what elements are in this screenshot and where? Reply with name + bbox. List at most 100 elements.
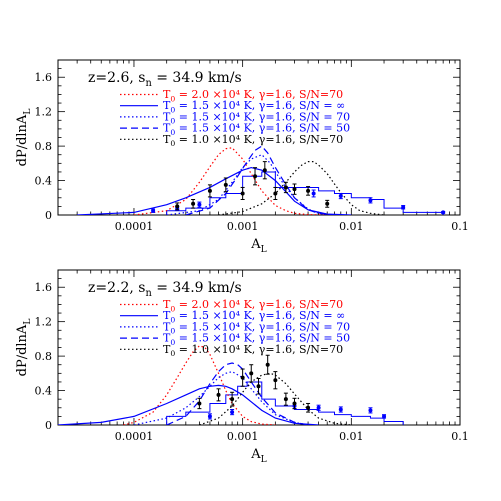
black-data-point [216,388,221,402]
black-data-point [240,186,245,200]
x-axis-label-main: A [250,237,261,252]
black-data-point [191,199,196,209]
legend-entry-3: T0 = 1.5 ×10⁴ K, γ=1.6, S/N = 70 [163,110,350,125]
black-data-point [256,378,261,395]
panel-title-main: z=2.2, s [88,280,145,296]
y-tick-label: 0.8 [35,140,53,153]
legend-entry-2-tail: = 1.5 ×10⁴ K, γ=1.6, S/N = ∞ [175,309,345,322]
blue-data-point-marker [338,407,343,412]
legend-entry-5-sub: 0 [170,349,175,358]
x-axis-label-sub: L [261,245,267,255]
legend-entry-5-main: T [163,343,171,356]
legend-entry-3-tail: = 1.5 ×10⁴ K, γ=1.6, S/N = 70 [175,320,350,333]
legend-entry-2-main: T [163,99,171,112]
y-tick-label: 0.4 [35,175,53,188]
black-data-point-marker [240,375,245,380]
black-data-point-marker [253,174,258,179]
legend-entry-4-tail: = 1.5 ×10⁴ K, γ=1.6, S/N = 50 [175,122,350,135]
legend-entry-1-sub: 0 [170,304,175,313]
black-data-point [283,392,288,406]
blue-data-point [368,197,373,204]
blue-data-point [368,407,373,414]
black-data-point-marker [306,405,311,410]
panel-2: 0.0001 0.001 0.01 0.100.40.81.21.6ALdP/dlnA… [15,269,469,465]
x-axis-label: AL [250,447,266,465]
legend-entry-2-sub: 0 [170,106,175,115]
series-line-4 [185,145,335,215]
legend-entry-1: T0 = 2.0 ×10⁴ K, γ=1.6, S/N=70 [163,88,343,103]
black-data-point-marker [262,168,267,173]
black-data-point-marker [283,397,288,402]
y-tick-label: 0 [45,419,52,432]
black-data-point-marker [223,182,228,187]
black-data-point [223,177,228,193]
blue-data-point [197,201,202,208]
blue-data-point-marker [401,205,406,210]
legend-entry-5-main: T [163,133,171,146]
series-line-5 [218,161,385,215]
y-ticks [58,59,460,216]
black-data-point [249,364,254,383]
blue-data-point [316,404,321,411]
y-axis-label-sub: L [23,319,33,325]
y-tick-label: 1.2 [35,316,53,329]
y-tick-label: 1.6 [35,71,53,84]
data-layer [77,145,446,215]
y-axis-label: dP/dlnAL [15,109,33,167]
black-data-point-marker [256,384,261,389]
series-line-2 [77,166,352,215]
x-tick-label: 0.0001 [115,430,154,443]
data-layer [58,345,404,425]
black-data-point [306,402,311,413]
blue-data-point-marker [338,194,343,199]
series-line-3 [166,153,335,215]
panel-title-main: z=2.6, s [88,70,145,86]
legend-entry-1-main: T [163,298,171,311]
series-line-5 [199,372,352,425]
legend-entry-4-main: T [163,122,171,135]
legend-entry-1-tail: = 2.0 ×10⁴ K, γ=1.6, S/N=70 [175,88,343,101]
y-tick-label: 0 [45,209,52,222]
legend-entry-4: T0 = 1.5 ×10⁴ K, γ=1.6, S/N = 50 [163,332,350,347]
legend-entry-5: T0 = 1.0 ×10⁴ K, γ=1.6, S/N=70 [163,343,343,358]
y-axis-label: dP/dlnAL [15,319,33,377]
series-line-1 [133,147,328,215]
black-data-point [197,397,202,410]
blue-data-point-marker [197,202,202,207]
black-data-point-marker [292,401,297,406]
legend-entry-3-sub: 0 [170,117,175,126]
legend-entry-2-sub: 0 [170,316,175,325]
y-axis-label-main: dP/dlnA [15,324,30,376]
black-data-point-marker [283,185,288,190]
x-tick-label: 0.0001 [115,220,154,233]
x-tick-label: 0.01 [339,220,364,233]
black-data-point-marker [306,188,311,193]
blue-data-point-marker [151,208,156,213]
series-line-3 [133,370,309,425]
blue-data-point-marker [382,414,387,419]
black-data-point [253,167,258,186]
legend-entry-1-main: T [163,88,171,101]
x-tick-label: 0.1 [451,430,469,443]
x-ticks [57,270,461,425]
blue-data-point-marker [441,210,446,215]
black-data-point [265,354,270,375]
blue-data-point [441,210,446,215]
black-data-point [262,161,267,180]
legend-entry-3-main: T [163,110,171,123]
series-line-1 [123,345,276,425]
y-tick-label: 1.2 [35,106,53,119]
black-data-point-marker [249,371,254,376]
black-data-point-marker [216,392,221,397]
blue-data-point [338,406,343,413]
blue-data-point-marker [368,408,373,413]
black-data-point [175,202,180,211]
black-data-point [292,397,297,410]
blue-data-point-marker [316,405,321,410]
legend-entry-2: T0 = 1.5 ×10⁴ K, γ=1.6, S/N = ∞ [163,99,345,114]
legend-entry-2-tail: = 1.5 ×10⁴ K, γ=1.6, S/N = ∞ [175,99,345,112]
x-tick-label: 0.01 [339,430,364,443]
legend-entry-3: T0 = 1.5 ×10⁴ K, γ=1.6, S/N = 70 [163,320,350,335]
y-axis-label-main: dP/dlnA [15,114,30,166]
